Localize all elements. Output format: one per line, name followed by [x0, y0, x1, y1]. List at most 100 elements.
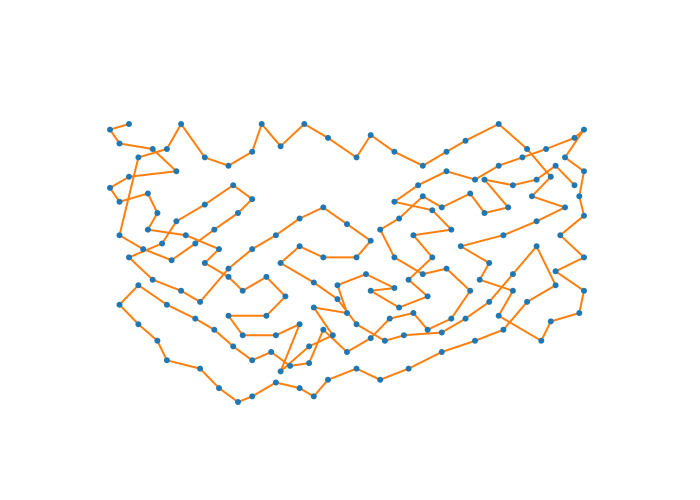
- data-point[interactable]: [472, 176, 478, 183]
- data-point[interactable]: [509, 287, 516, 294]
- data-point[interactable]: [249, 393, 256, 400]
- data-point[interactable]: [268, 349, 275, 355]
- data-point[interactable]: [462, 137, 469, 144]
- data-point[interactable]: [197, 365, 204, 372]
- data-point[interactable]: [547, 318, 554, 325]
- data-point[interactable]: [263, 273, 270, 280]
- data-point[interactable]: [443, 168, 450, 175]
- data-point[interactable]: [235, 399, 241, 405]
- data-point[interactable]: [552, 162, 559, 169]
- data-point[interactable]: [149, 146, 156, 152]
- data-point[interactable]: [225, 162, 232, 169]
- data-point[interactable]: [310, 304, 317, 311]
- data-point[interactable]: [154, 210, 161, 216]
- data-point[interactable]: [344, 221, 350, 228]
- data-point[interactable]: [386, 315, 393, 322]
- data-point[interactable]: [216, 246, 222, 253]
- data-point[interactable]: [495, 162, 502, 169]
- data-point[interactable]: [400, 332, 407, 339]
- data-point[interactable]: [410, 310, 417, 316]
- data-point[interactable]: [419, 162, 426, 169]
- data-point[interactable]: [126, 173, 132, 180]
- data-point[interactable]: [552, 268, 559, 275]
- data-point[interactable]: [263, 312, 270, 319]
- data-point[interactable]: [277, 260, 284, 266]
- data-point[interactable]: [211, 326, 218, 333]
- data-point[interactable]: [500, 326, 507, 333]
- data-point[interactable]: [363, 271, 369, 278]
- data-point[interactable]: [344, 310, 350, 316]
- data-point[interactable]: [424, 326, 431, 333]
- data-point[interactable]: [367, 335, 374, 342]
- data-point[interactable]: [571, 182, 578, 189]
- data-point[interactable]: [481, 210, 488, 216]
- data-point[interactable]: [495, 312, 502, 319]
- data-point[interactable]: [325, 376, 331, 383]
- data-point[interactable]: [377, 226, 384, 233]
- data-point[interactable]: [320, 254, 327, 261]
- data-point[interactable]: [249, 148, 256, 155]
- data-point[interactable]: [472, 337, 478, 344]
- data-point[interactable]: [282, 293, 289, 300]
- data-point[interactable]: [287, 362, 294, 369]
- data-point[interactable]: [178, 287, 185, 294]
- data-point[interactable]: [306, 343, 313, 350]
- data-point[interactable]: [524, 146, 531, 152]
- data-point[interactable]: [126, 254, 132, 261]
- data-point[interactable]: [448, 315, 455, 322]
- data-point[interactable]: [301, 121, 308, 127]
- data-point[interactable]: [163, 357, 170, 364]
- data-point[interactable]: [438, 349, 445, 355]
- data-point[interactable]: [272, 379, 279, 386]
- data-point[interactable]: [562, 204, 568, 211]
- data-point[interactable]: [443, 148, 450, 155]
- data-point[interactable]: [192, 315, 199, 322]
- data-point[interactable]: [163, 146, 170, 152]
- data-point[interactable]: [230, 343, 237, 350]
- data-point[interactable]: [201, 154, 208, 161]
- data-point[interactable]: [581, 212, 587, 219]
- data-point[interactable]: [116, 232, 123, 239]
- data-point[interactable]: [581, 287, 587, 294]
- data-point[interactable]: [126, 121, 132, 127]
- data-point[interactable]: [353, 365, 360, 372]
- data-point[interactable]: [571, 134, 578, 141]
- data-point[interactable]: [159, 240, 166, 247]
- data-point[interactable]: [310, 279, 317, 286]
- data-point[interactable]: [419, 193, 426, 200]
- data-point[interactable]: [486, 298, 493, 305]
- data-point[interactable]: [344, 349, 350, 355]
- data-point[interactable]: [543, 146, 550, 152]
- data-point[interactable]: [140, 246, 147, 253]
- data-point[interactable]: [225, 312, 232, 319]
- data-point[interactable]: [249, 196, 256, 203]
- data-point[interactable]: [116, 198, 123, 205]
- data-point[interactable]: [533, 176, 540, 183]
- data-point[interactable]: [419, 271, 426, 278]
- data-point[interactable]: [415, 182, 422, 189]
- data-point[interactable]: [216, 385, 222, 392]
- data-point[interactable]: [116, 301, 123, 308]
- data-point[interactable]: [396, 304, 403, 311]
- data-point[interactable]: [509, 182, 516, 189]
- data-point[interactable]: [277, 368, 284, 375]
- data-point[interactable]: [320, 326, 327, 333]
- data-point[interactable]: [377, 376, 384, 383]
- data-point[interactable]: [443, 265, 450, 272]
- data-point[interactable]: [334, 282, 341, 289]
- data-point[interactable]: [581, 168, 587, 175]
- data-point[interactable]: [178, 121, 185, 127]
- data-point[interactable]: [424, 293, 431, 300]
- data-point[interactable]: [429, 254, 436, 261]
- data-point[interactable]: [296, 385, 303, 392]
- data-point[interactable]: [192, 240, 199, 247]
- data-point[interactable]: [249, 246, 256, 253]
- data-point[interactable]: [462, 315, 469, 322]
- data-point[interactable]: [182, 232, 189, 239]
- data-point[interactable]: [481, 176, 488, 183]
- data-point[interactable]: [405, 276, 412, 283]
- data-point[interactable]: [239, 332, 246, 339]
- data-point[interactable]: [367, 287, 374, 294]
- data-point[interactable]: [168, 257, 175, 264]
- data-point[interactable]: [476, 276, 483, 283]
